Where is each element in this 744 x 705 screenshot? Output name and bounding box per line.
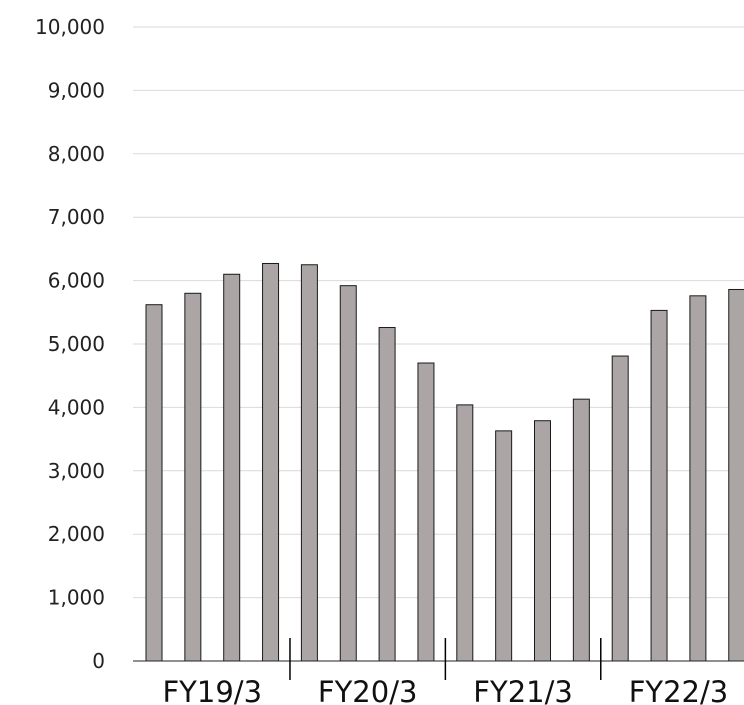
x-axis-group-labels: FY19/3 FY20/3 FY21/3 FY22/3 <box>163 675 729 705</box>
x-group-label: FY19/3 <box>163 675 263 705</box>
x-group-label: FY20/3 <box>318 675 418 705</box>
bar <box>728 288 744 662</box>
bar <box>339 285 357 662</box>
bar <box>223 273 241 662</box>
y-tick-label: 6,000 <box>48 269 105 293</box>
group-separators <box>289 638 602 680</box>
y-tick-label: 3,000 <box>48 459 105 483</box>
bar <box>300 264 318 662</box>
bar <box>572 398 590 662</box>
bar <box>689 295 707 662</box>
bar <box>145 304 163 662</box>
y-tick-label: 7,000 <box>48 205 105 229</box>
bar <box>262 262 280 662</box>
y-tick-label: 4,000 <box>48 395 105 419</box>
y-tick-label: 8,000 <box>48 142 105 166</box>
x-group-label: FY21/3 <box>473 675 573 705</box>
y-tick-label: 0 <box>92 649 105 673</box>
y-tick-label: 10,000 <box>35 15 105 39</box>
y-tick-label: 5,000 <box>48 332 105 356</box>
y-tick-label: 1,000 <box>48 586 105 610</box>
bar <box>611 355 629 662</box>
bar <box>378 327 396 662</box>
y-tick-label: 2,000 <box>48 522 105 546</box>
bar <box>417 362 435 662</box>
bar <box>650 309 668 662</box>
bar <box>184 292 202 662</box>
y-axis-tick-labels: 0 1,000 2,000 3,000 4,000 5,000 6,000 7,000 8,00… <box>35 15 105 673</box>
bar <box>456 404 474 662</box>
bar <box>495 430 513 662</box>
bar <box>534 420 551 662</box>
y-tick-label: 9,000 <box>48 78 105 102</box>
bars <box>145 262 744 662</box>
x-group-label: FY22/3 <box>629 675 729 705</box>
